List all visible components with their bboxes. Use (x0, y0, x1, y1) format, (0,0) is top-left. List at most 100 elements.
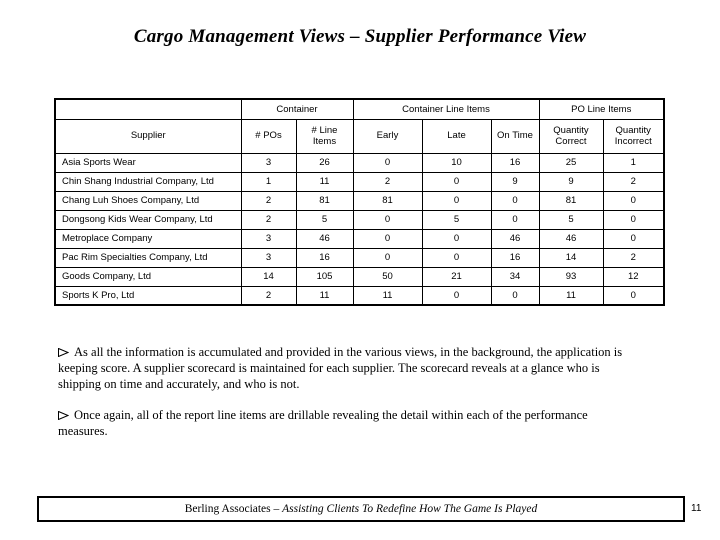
column-header-line-items: # Line Items (295, 118, 354, 154)
metric-value-cell: 26 (295, 152, 354, 173)
bullet-arrow-icon (58, 344, 70, 360)
metric-value-cell: 5 (538, 209, 604, 230)
metric-value-cell: 21 (421, 266, 492, 287)
table-row: Dongsong Kids Wear Company, Ltd 2 5 0 5 0 5 0 (54, 209, 665, 230)
table-row: Sports K Pro, Ltd 2 11 11 0 0 11 0 (54, 285, 665, 306)
column-header-early: Early (352, 118, 423, 154)
table-row: Goods Company, Ltd 14 105 50 21 34 93 12 (54, 266, 665, 287)
metric-value-cell: 0 (352, 209, 423, 230)
table-row: Chang Luh Shoes Company, Ltd 2 81 81 0 0 81 0 (54, 190, 665, 211)
metric-value-cell: 0 (602, 228, 665, 249)
metric-value-cell: 0 (602, 285, 665, 306)
metric-value-cell: 81 (295, 190, 354, 211)
metric-value-cell: 14 (240, 266, 297, 287)
metric-value-cell: 34 (490, 266, 540, 287)
bullet-paragraph: Once again, all of the report line items… (58, 407, 626, 439)
metric-value-cell: 2 (602, 247, 665, 268)
column-header-supplier: Supplier (54, 118, 242, 154)
body-text: As all the information is accumulated an… (58, 344, 626, 454)
metric-value-cell: 0 (421, 190, 492, 211)
metric-value-cell: 2 (240, 209, 297, 230)
group-header-row: Container Container Line Items PO Line I… (54, 98, 665, 120)
bullet-arrow-icon (58, 407, 70, 423)
metric-value-cell: 3 (240, 228, 297, 249)
supplier-name-cell: Metroplace Company (54, 228, 242, 249)
table-row: Asia Sports Wear 3 26 0 10 16 25 1 (54, 152, 665, 173)
group-header-container-line-items: Container Line Items (352, 98, 540, 120)
page-title: Cargo Management Views – Supplier Perfor… (133, 26, 587, 47)
metric-value-cell: 25 (538, 152, 604, 173)
column-header-pos: # POs (240, 118, 297, 154)
supplier-performance-table: Container Container Line Items PO Line I… (54, 98, 665, 306)
supplier-table-body: Asia Sports Wear 3 26 0 10 16 25 1 Chin Shang In… (54, 152, 665, 306)
metric-value-cell: 1 (602, 152, 665, 173)
bullet-text: As all the information is accumulated an… (58, 345, 623, 391)
metric-value-cell: 0 (352, 247, 423, 268)
metric-value-cell: 16 (295, 247, 354, 268)
metric-value-cell: 0 (602, 190, 665, 211)
footer-tagline: Assisting Clients To Redefine How The Ga… (282, 503, 538, 515)
page-number: 11 (691, 503, 702, 514)
metric-value-cell: 0 (352, 152, 423, 173)
metric-value-cell: 16 (490, 152, 540, 173)
metric-value-cell: 0 (490, 209, 540, 230)
metric-value-cell: 11 (352, 285, 423, 306)
column-header-quantity-correct: Quantity Correct (538, 118, 604, 154)
metric-value-cell: 0 (421, 228, 492, 249)
metric-value-cell: 10 (421, 152, 492, 173)
metric-value-cell: 46 (295, 228, 354, 249)
bullet-text: Once again, all of the report line items… (58, 408, 588, 438)
metric-value-cell: 0 (421, 247, 492, 268)
group-header-container: Container (240, 98, 354, 120)
metric-value-cell: 46 (490, 228, 540, 249)
metric-value-cell: 5 (295, 209, 354, 230)
bullet-paragraph: As all the information is accumulated an… (58, 344, 626, 392)
supplier-name-cell: Chin Shang Industrial Company, Ltd (54, 171, 242, 192)
table-row: Pac Rim Specialties Company, Ltd 3 16 0 0 16 1… (54, 247, 665, 268)
metric-value-cell: 81 (352, 190, 423, 211)
metric-value-cell: 50 (352, 266, 423, 287)
metric-value-cell: 0 (421, 285, 492, 306)
metric-value-cell: 93 (538, 266, 604, 287)
column-header-on-time: On Time (490, 118, 540, 154)
metric-value-cell: 16 (490, 247, 540, 268)
metric-value-cell: 2 (352, 171, 423, 192)
metric-value-cell: 81 (538, 190, 604, 211)
column-header-quantity-incorrect: Quantity Incorrect (602, 118, 665, 154)
supplier-name-cell: Asia Sports Wear (54, 152, 242, 173)
metric-value-cell: 0 (421, 171, 492, 192)
metric-value-cell: 0 (490, 190, 540, 211)
group-header-po-line-items: PO Line Items (538, 98, 665, 120)
supplier-name-cell: Goods Company, Ltd (54, 266, 242, 287)
metric-value-cell: 105 (295, 266, 354, 287)
metric-value-cell: 2 (240, 190, 297, 211)
metric-value-cell: 3 (240, 247, 297, 268)
supplier-name-cell: Dongsong Kids Wear Company, Ltd (54, 209, 242, 230)
metric-value-cell: 2 (240, 285, 297, 306)
supplier-performance-table-container: Container Container Line Items PO Line I… (54, 98, 665, 306)
metric-value-cell: 5 (421, 209, 492, 230)
metric-value-cell: 0 (602, 209, 665, 230)
metric-value-cell: 9 (490, 171, 540, 192)
metric-value-cell: 11 (295, 171, 354, 192)
column-header-late: Late (421, 118, 492, 154)
metric-value-cell: 11 (538, 285, 604, 306)
metric-value-cell: 46 (538, 228, 604, 249)
metric-value-cell: 0 (352, 228, 423, 249)
table-row: Chin Shang Industrial Company, Ltd 1 11 2 0 9… (54, 171, 665, 192)
metric-value-cell: 14 (538, 247, 604, 268)
footer-company: Berling Associates – (184, 503, 283, 515)
metric-value-cell: 1 (240, 171, 297, 192)
metric-value-cell: 0 (490, 285, 540, 306)
supplier-name-cell: Pac Rim Specialties Company, Ltd (54, 247, 242, 268)
column-header-row: Supplier # POs # Line Items Early Late O… (54, 118, 665, 154)
metric-value-cell: 12 (602, 266, 665, 287)
metric-value-cell: 3 (240, 152, 297, 173)
corner-cell (54, 98, 242, 120)
metric-value-cell: 9 (538, 171, 604, 192)
table-row: Metroplace Company 3 46 0 0 46 46 0 (54, 228, 665, 249)
metric-value-cell: 2 (602, 171, 665, 192)
supplier-name-cell: Sports K Pro, Ltd (54, 285, 242, 306)
metric-value-cell: 11 (295, 285, 354, 306)
